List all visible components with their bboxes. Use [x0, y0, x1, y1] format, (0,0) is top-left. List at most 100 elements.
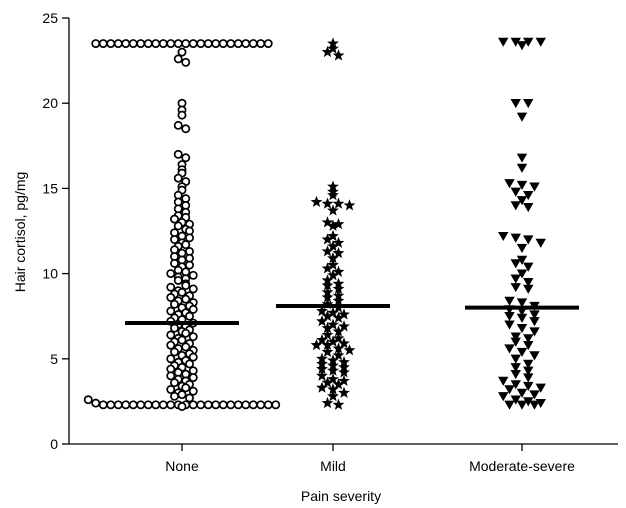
data-point — [263, 39, 273, 49]
data-point — [535, 37, 546, 47]
data-point — [196, 39, 206, 49]
plot-area — [83, 37, 579, 411]
data-point — [170, 258, 179, 268]
data-point — [170, 378, 179, 388]
data-point — [327, 269, 339, 281]
data-point — [211, 39, 221, 49]
data-point — [327, 42, 339, 54]
data-point — [510, 337, 521, 347]
data-point — [188, 352, 198, 362]
data-point — [173, 173, 183, 183]
data-point — [338, 374, 350, 386]
data-point — [177, 335, 187, 345]
y-tick-label: 5 — [50, 351, 58, 367]
data-point — [158, 400, 168, 410]
data-point — [332, 332, 345, 344]
data-point — [332, 294, 345, 306]
data-point — [529, 310, 540, 320]
data-point — [327, 318, 339, 330]
data-point — [185, 359, 194, 369]
data-point — [523, 284, 534, 294]
data-point — [516, 298, 528, 308]
y-tick-label: 0 — [50, 436, 58, 452]
y-tick-label: 25 — [42, 10, 58, 26]
data-point — [128, 39, 138, 49]
x-tick-label: Mild — [320, 458, 346, 474]
data-point — [166, 39, 176, 49]
x-tick-label: None — [165, 458, 199, 474]
data-point — [177, 47, 187, 57]
data-point — [185, 233, 194, 243]
data-point — [166, 340, 176, 350]
data-point — [113, 39, 123, 49]
data-point — [316, 315, 328, 327]
data-point — [166, 371, 176, 381]
data-point — [516, 196, 528, 206]
data-point — [181, 153, 191, 163]
y-ticks: 0 5 10 15 20 25 — [42, 10, 69, 452]
data-point — [523, 202, 534, 213]
data-point — [327, 204, 339, 216]
data-point — [173, 221, 183, 231]
data-point — [523, 341, 534, 351]
data-point — [516, 243, 528, 253]
y-tick-label: 10 — [42, 266, 58, 282]
data-point — [321, 197, 334, 209]
data-point — [516, 112, 528, 122]
data-point — [310, 338, 323, 351]
data-point — [523, 277, 534, 288]
data-point — [332, 398, 345, 410]
data-point — [516, 255, 528, 265]
data-point — [151, 400, 161, 410]
data-point — [321, 321, 334, 334]
data-point — [170, 299, 179, 309]
data-point — [173, 275, 183, 285]
data-point — [316, 304, 328, 317]
data-point — [136, 39, 146, 49]
data-point — [170, 323, 179, 333]
data-point — [211, 400, 221, 410]
data-point — [106, 39, 116, 49]
data-point — [151, 39, 161, 49]
data-point — [181, 240, 191, 250]
data-point — [529, 390, 540, 400]
data-point — [338, 320, 350, 332]
data-point — [498, 392, 509, 402]
data-point — [316, 369, 328, 381]
data-point — [185, 393, 194, 403]
data-point — [248, 400, 258, 410]
data-point — [321, 310, 334, 322]
data-point — [181, 342, 191, 352]
data-point — [188, 304, 198, 314]
data-point — [332, 325, 345, 337]
data-point — [181, 57, 191, 67]
data-point — [83, 395, 93, 405]
data-point — [504, 312, 515, 322]
data-point — [504, 400, 515, 410]
data-point — [310, 195, 323, 208]
axes: 0 5 10 15 20 25 None Mild Moderate-severe — [42, 10, 618, 474]
data-point — [143, 39, 153, 49]
data-point — [106, 400, 116, 410]
data-point — [332, 49, 345, 61]
data-point — [170, 391, 179, 401]
data-point — [166, 293, 176, 302]
data-point — [121, 400, 131, 410]
data-point — [535, 383, 546, 393]
data-point — [173, 120, 183, 130]
data-point — [510, 332, 521, 342]
data-point — [177, 287, 187, 297]
data-point — [256, 400, 266, 410]
data-point — [181, 294, 191, 304]
data-point — [523, 191, 534, 201]
data-point — [338, 337, 350, 349]
data-point — [136, 400, 146, 410]
data-point — [91, 39, 101, 49]
data-point — [504, 179, 515, 189]
data-point — [516, 153, 528, 163]
data-point — [321, 245, 334, 257]
data-point — [516, 347, 528, 357]
data-point — [166, 306, 176, 316]
data-point — [218, 39, 228, 49]
data-point — [523, 366, 534, 376]
